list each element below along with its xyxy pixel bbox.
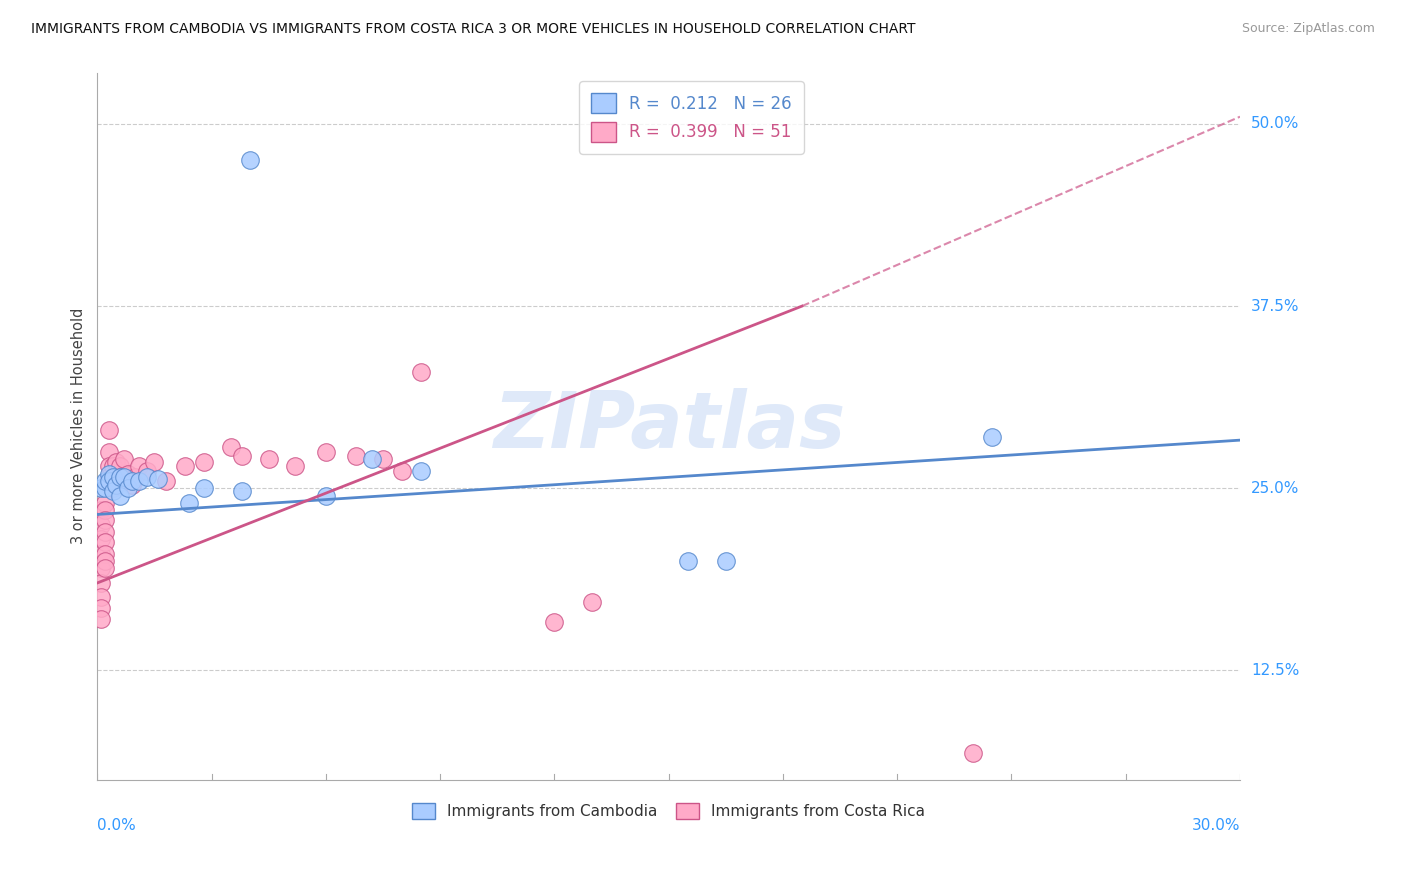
Point (128, 459, 150, 474)
Point (981, 430, 1004, 444)
Point (90, 612, 112, 626)
Point (101, 469, 124, 483)
Point (97, 423, 120, 437)
Point (315, 489, 337, 503)
Point (962, 747, 984, 761)
Point (121, 474, 143, 488)
Point (112, 469, 135, 483)
Point (90, 481, 112, 495)
Point (231, 484, 253, 499)
Text: 30.0%: 30.0% (1191, 819, 1240, 833)
Legend: Immigrants from Cambodia, Immigrants from Costa Rica: Immigrants from Cambodia, Immigrants fro… (406, 797, 931, 825)
Point (94, 474, 117, 488)
Point (124, 469, 146, 483)
Point (94, 535, 117, 549)
Point (97, 445, 120, 459)
Point (371, 452, 394, 467)
Point (239, 153, 262, 168)
Point (94, 547, 117, 561)
Point (117, 467, 139, 481)
Point (174, 459, 197, 474)
Point (90, 533, 112, 547)
Text: 12.5%: 12.5% (1251, 663, 1299, 678)
Point (391, 464, 413, 478)
Point (581, 595, 603, 609)
Point (108, 489, 131, 503)
Text: IMMIGRANTS FROM CAMBODIA VS IMMIGRANTS FROM COSTA RICA 3 OR MORE VEHICLES IN HOU: IMMIGRANTS FROM CAMBODIA VS IMMIGRANTS F… (31, 22, 915, 37)
Text: ZIPatlas: ZIPatlas (492, 388, 845, 465)
Point (543, 615, 565, 630)
Point (94, 503, 117, 517)
Text: 25.0%: 25.0% (1251, 481, 1299, 496)
Point (676, 554, 699, 568)
Point (112, 452, 135, 467)
Point (101, 484, 124, 499)
Point (94, 561, 117, 575)
Point (257, 452, 280, 467)
Point (101, 481, 124, 495)
Text: 50.0%: 50.0% (1251, 117, 1299, 131)
Point (128, 474, 150, 488)
Point (108, 459, 131, 474)
Point (193, 481, 215, 495)
Point (231, 449, 253, 463)
Point (94, 513, 117, 527)
Point (94, 554, 117, 568)
Point (90, 561, 112, 575)
Point (121, 478, 143, 492)
Text: 0.0%: 0.0% (97, 819, 136, 833)
Y-axis label: 3 or more Vehicles in Household: 3 or more Vehicles in Household (72, 308, 86, 544)
Point (315, 445, 337, 459)
Point (143, 455, 166, 469)
Point (177, 496, 200, 510)
Point (148, 473, 170, 487)
Point (411, 365, 433, 379)
Point (105, 455, 128, 469)
Text: 37.5%: 37.5% (1251, 299, 1299, 314)
Point (90, 591, 112, 605)
Point (344, 449, 367, 463)
Point (135, 464, 157, 478)
Point (135, 469, 157, 483)
Point (94, 481, 117, 495)
Point (155, 474, 177, 488)
Point (90, 547, 112, 561)
Point (97, 474, 120, 488)
Point (360, 452, 382, 467)
Point (108, 469, 131, 483)
Point (714, 554, 737, 568)
Point (97, 467, 120, 481)
Point (90, 600, 112, 615)
Point (94, 524, 117, 539)
Point (193, 455, 215, 469)
Point (97, 459, 120, 474)
Point (101, 459, 124, 474)
Point (105, 478, 128, 492)
Point (411, 464, 433, 478)
Point (90, 576, 112, 591)
Point (90, 503, 112, 517)
Point (97, 478, 120, 492)
Point (90, 517, 112, 532)
Point (219, 441, 242, 455)
Point (284, 459, 307, 474)
Point (101, 469, 124, 483)
Point (108, 469, 131, 483)
Point (105, 469, 128, 483)
Point (117, 481, 139, 495)
Point (97, 469, 120, 483)
Text: Source: ZipAtlas.com: Source: ZipAtlas.com (1241, 22, 1375, 36)
Point (94, 496, 117, 510)
